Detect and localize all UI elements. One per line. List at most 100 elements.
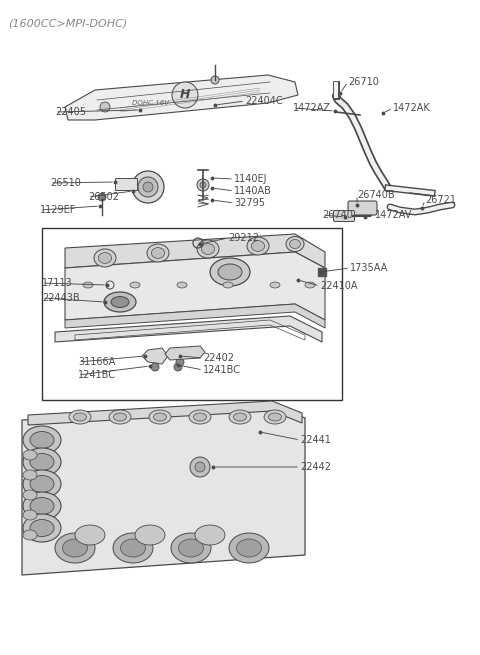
Text: 1472AZ: 1472AZ <box>293 103 331 113</box>
Ellipse shape <box>23 514 61 542</box>
Text: 1472AV: 1472AV <box>375 210 412 220</box>
Ellipse shape <box>73 413 86 421</box>
Circle shape <box>100 102 110 112</box>
Circle shape <box>174 363 182 371</box>
Ellipse shape <box>289 240 300 248</box>
Text: 1129EF: 1129EF <box>40 205 76 215</box>
Ellipse shape <box>23 470 61 498</box>
Ellipse shape <box>179 539 204 557</box>
Ellipse shape <box>130 282 140 288</box>
Ellipse shape <box>83 282 93 288</box>
Text: 29212: 29212 <box>228 233 259 243</box>
Text: 1140AB: 1140AB <box>234 186 272 196</box>
Ellipse shape <box>195 525 225 545</box>
Ellipse shape <box>177 282 187 288</box>
Text: 22410A: 22410A <box>320 281 358 291</box>
Text: 1241BC: 1241BC <box>203 365 241 375</box>
Text: 22443B: 22443B <box>42 293 80 303</box>
Ellipse shape <box>202 244 215 254</box>
Ellipse shape <box>247 237 269 255</box>
Ellipse shape <box>23 530 37 540</box>
Circle shape <box>211 76 219 84</box>
Circle shape <box>143 182 153 192</box>
Ellipse shape <box>104 292 136 312</box>
Text: DOHC 16V: DOHC 16V <box>132 100 168 106</box>
Circle shape <box>98 193 106 201</box>
Text: 1472AK: 1472AK <box>393 103 431 113</box>
Ellipse shape <box>69 410 91 424</box>
Ellipse shape <box>113 533 153 563</box>
FancyBboxPatch shape <box>348 201 377 215</box>
Polygon shape <box>28 401 302 425</box>
Ellipse shape <box>55 533 95 563</box>
Ellipse shape <box>23 448 61 476</box>
Ellipse shape <box>193 413 206 421</box>
Text: 31166A: 31166A <box>78 357 115 367</box>
Ellipse shape <box>233 413 247 421</box>
Text: 22442: 22442 <box>300 462 331 472</box>
Bar <box>318 268 326 276</box>
Ellipse shape <box>109 410 131 424</box>
Text: (1600CC>MPI-DOHC): (1600CC>MPI-DOHC) <box>8 18 127 28</box>
Polygon shape <box>65 234 325 268</box>
Ellipse shape <box>23 426 61 454</box>
Ellipse shape <box>270 282 280 288</box>
Ellipse shape <box>147 244 169 262</box>
Ellipse shape <box>197 240 219 258</box>
Circle shape <box>176 358 184 366</box>
Text: 22402: 22402 <box>203 353 234 363</box>
Text: 26740B: 26740B <box>357 190 395 200</box>
Ellipse shape <box>135 525 165 545</box>
Ellipse shape <box>23 470 37 480</box>
Ellipse shape <box>62 539 87 557</box>
Ellipse shape <box>30 432 54 449</box>
FancyBboxPatch shape <box>334 210 355 221</box>
Text: 22441: 22441 <box>300 435 331 445</box>
FancyBboxPatch shape <box>115 178 137 190</box>
Ellipse shape <box>30 519 54 536</box>
Circle shape <box>200 182 206 188</box>
Polygon shape <box>65 252 325 320</box>
Ellipse shape <box>113 413 127 421</box>
Ellipse shape <box>237 539 262 557</box>
Ellipse shape <box>111 297 129 307</box>
Circle shape <box>172 82 198 108</box>
Ellipse shape <box>171 533 211 563</box>
Text: 1140EJ: 1140EJ <box>234 174 267 184</box>
Circle shape <box>190 457 210 477</box>
Circle shape <box>197 179 209 191</box>
Ellipse shape <box>229 533 269 563</box>
Ellipse shape <box>30 498 54 514</box>
Ellipse shape <box>210 258 250 286</box>
Ellipse shape <box>75 525 105 545</box>
Ellipse shape <box>154 413 167 421</box>
Ellipse shape <box>252 240 264 252</box>
Text: 1241BC: 1241BC <box>78 370 116 380</box>
Ellipse shape <box>30 453 54 470</box>
Ellipse shape <box>223 282 233 288</box>
Ellipse shape <box>94 249 116 267</box>
Circle shape <box>132 171 164 203</box>
Text: 26502: 26502 <box>88 192 119 202</box>
Circle shape <box>195 462 205 472</box>
Polygon shape <box>65 75 298 120</box>
Polygon shape <box>55 316 322 342</box>
Text: 26510: 26510 <box>50 178 81 188</box>
Circle shape <box>151 363 159 371</box>
Circle shape <box>138 177 158 197</box>
Polygon shape <box>142 348 168 364</box>
Polygon shape <box>22 406 305 575</box>
Text: 32795: 32795 <box>234 198 265 208</box>
Text: H: H <box>180 88 190 102</box>
Ellipse shape <box>268 413 281 421</box>
Ellipse shape <box>30 476 54 493</box>
Text: 22405: 22405 <box>55 107 86 117</box>
Ellipse shape <box>23 510 37 520</box>
Ellipse shape <box>23 490 37 500</box>
Ellipse shape <box>98 253 111 263</box>
Polygon shape <box>65 304 325 328</box>
Ellipse shape <box>189 410 211 424</box>
Ellipse shape <box>305 282 315 288</box>
Text: 22404C: 22404C <box>245 96 283 106</box>
Text: 17113: 17113 <box>42 278 73 288</box>
